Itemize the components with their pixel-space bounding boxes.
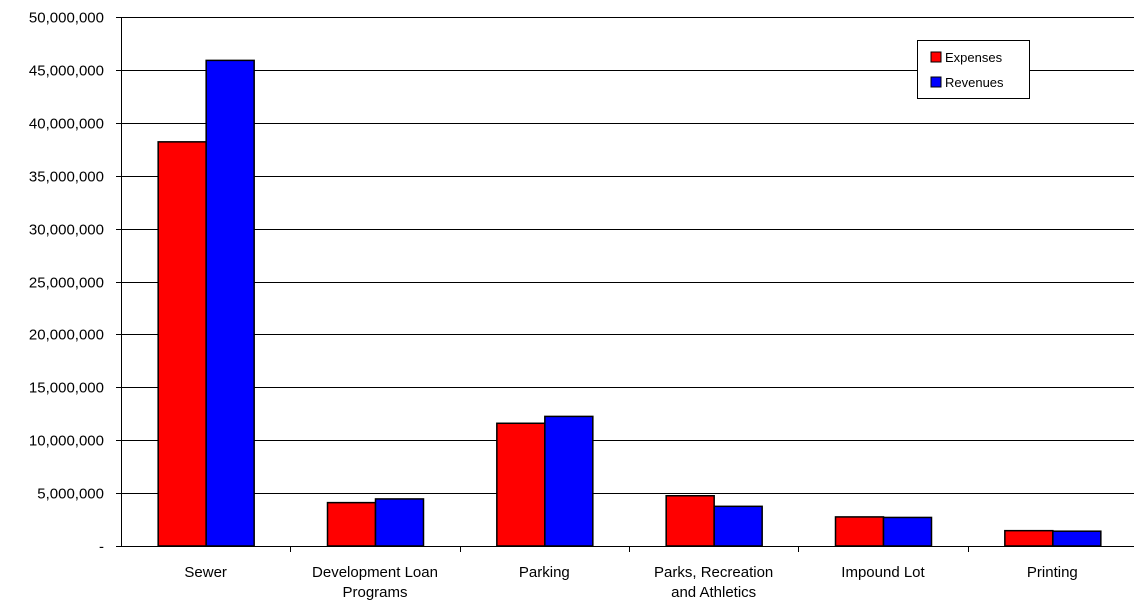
legend: Expenses Revenues bbox=[917, 40, 1030, 99]
legend-swatch-expenses bbox=[930, 51, 942, 63]
legend-label-revenues: Revenues bbox=[945, 75, 1004, 90]
y-tick-label: 5,000,000 bbox=[37, 486, 104, 503]
category-labels: Sewer Development Loan Programs Parking Park… bbox=[184, 564, 1077, 601]
y-tick-label: 10,000,000 bbox=[29, 433, 104, 450]
y-tick-label: 45,000,000 bbox=[29, 63, 104, 80]
legend-box bbox=[917, 40, 1030, 99]
legend-swatch-revenues bbox=[930, 76, 942, 88]
bar-expenses-2 bbox=[496, 422, 546, 547]
bar-expenses-0 bbox=[157, 141, 207, 547]
bar-revenues-0 bbox=[205, 59, 255, 547]
y-tick-label: 30,000,000 bbox=[29, 222, 104, 239]
bar-expenses-3 bbox=[665, 494, 715, 547]
y-tick-label: 50,000,000 bbox=[29, 10, 104, 27]
bar-expenses-1 bbox=[326, 501, 377, 547]
y-tick-label: 25,000,000 bbox=[29, 275, 104, 292]
x-category-label: and Athletics bbox=[671, 584, 756, 601]
y-axis-ticks: - 5,000,000 10,000,000 15,000,000 20,000,000… bbox=[29, 10, 121, 556]
y-tick-label: 35,000,000 bbox=[29, 169, 104, 186]
y-tick-label: 20,000,000 bbox=[29, 327, 104, 344]
axes bbox=[121, 17, 1134, 552]
x-category-label: Programs bbox=[342, 584, 407, 601]
x-category-label: Parks, Recreation bbox=[654, 564, 773, 581]
y-tick-label: - bbox=[99, 539, 104, 556]
bar-revenues-2 bbox=[544, 415, 594, 547]
bars bbox=[157, 59, 1102, 547]
bar-revenues-5 bbox=[1052, 530, 1102, 547]
x-category-label: Development Loan bbox=[312, 564, 438, 581]
x-category-label: Impound Lot bbox=[841, 564, 925, 581]
x-category-label: Sewer bbox=[184, 564, 227, 581]
x-category-label: Parking bbox=[519, 564, 570, 581]
gridlines bbox=[121, 17, 1134, 494]
y-tick-label: 15,000,000 bbox=[29, 380, 104, 397]
bar-revenues-3 bbox=[713, 505, 763, 547]
bar-revenues-1 bbox=[374, 498, 425, 547]
x-category-label: Printing bbox=[1027, 564, 1078, 581]
bar-revenues-4 bbox=[882, 516, 933, 547]
bar-expenses-5 bbox=[1004, 529, 1054, 547]
y-tick-label: 40,000,000 bbox=[29, 116, 104, 133]
bar-expenses-4 bbox=[834, 516, 885, 547]
legend-label-expenses: Expenses bbox=[945, 50, 1003, 65]
